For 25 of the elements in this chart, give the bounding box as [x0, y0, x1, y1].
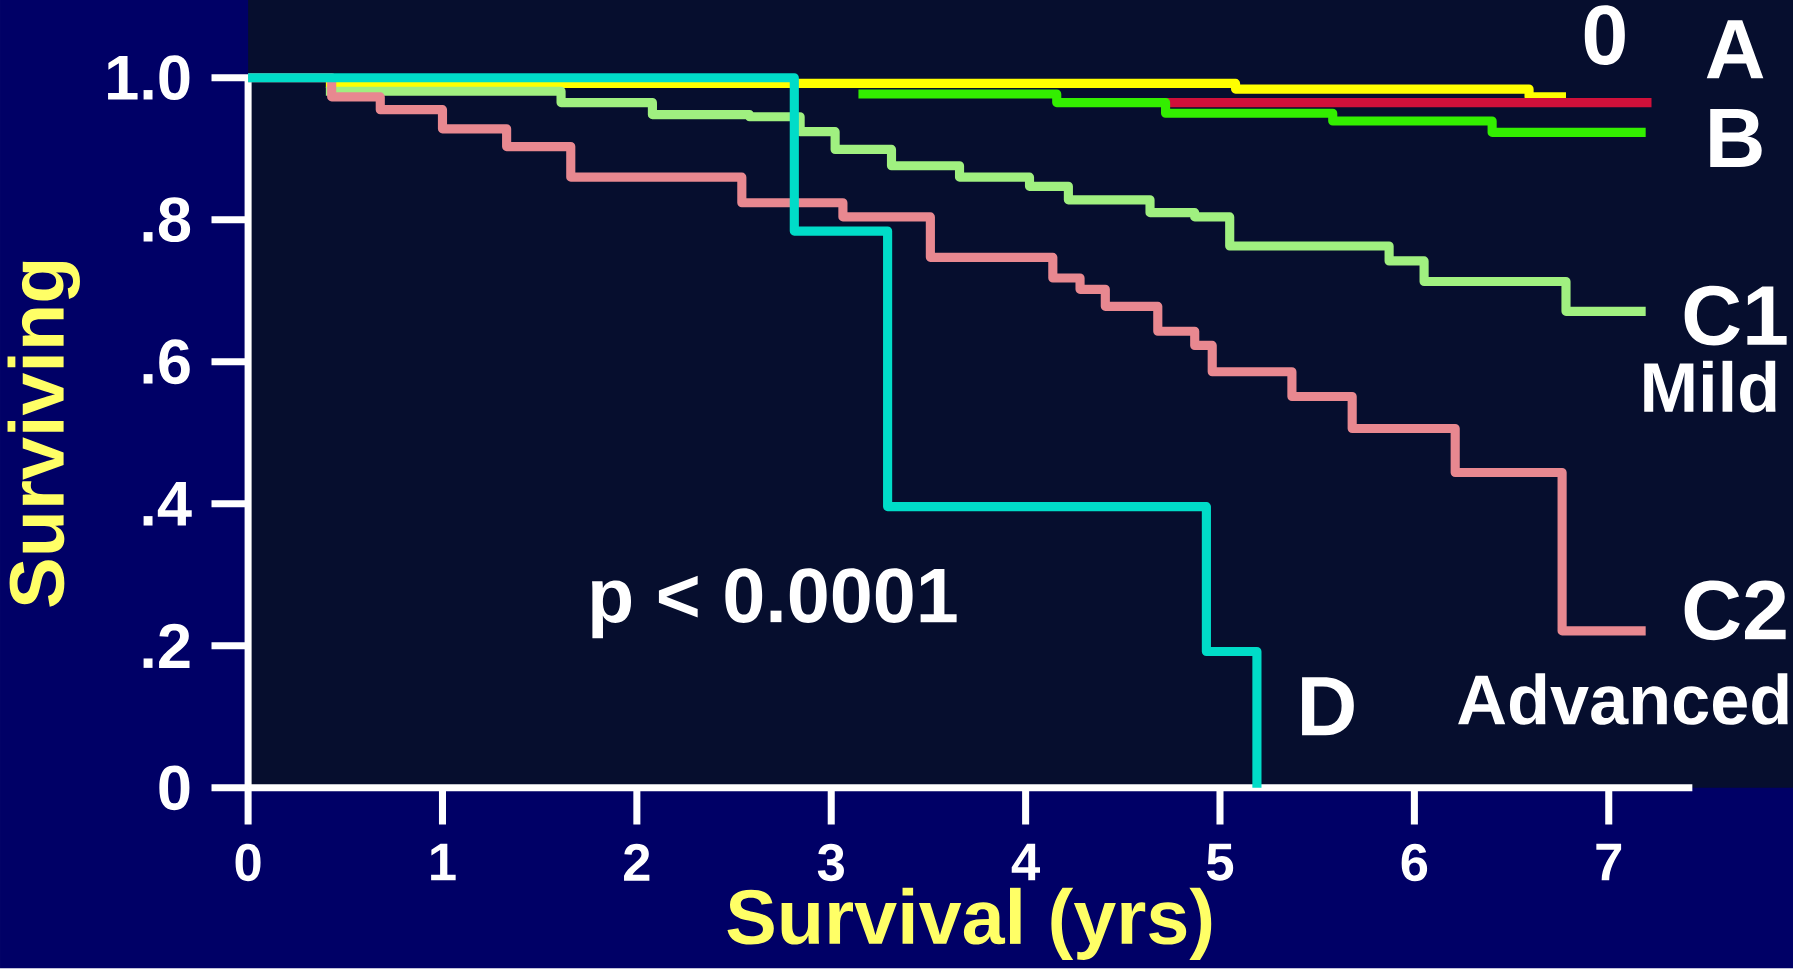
x-tick-label: 4: [1011, 844, 1041, 881]
y-tick-label: .6: [143, 339, 190, 385]
x-tick-label: 1: [431, 844, 456, 881]
x-tick-label: 5: [1206, 844, 1234, 881]
series-label: 0: [1584, 5, 1625, 66]
annotation: Advanced: [1458, 673, 1788, 726]
y-tick-label: .2: [143, 623, 190, 669]
series-label: A: [1706, 20, 1764, 79]
x-tick-label: 0: [235, 844, 261, 882]
x-axis-title: Survival (yrs): [727, 888, 1212, 961]
x-tick-label: 7: [1596, 844, 1622, 881]
series-label: D: [1302, 677, 1354, 736]
y-tick-label: 0: [159, 765, 190, 811]
y-tick-label: .4: [143, 482, 192, 526]
y-axis-title: Surviving: [7, 262, 80, 607]
x-tick-label: 2: [624, 844, 650, 881]
series-label: B: [1710, 109, 1762, 168]
y-tick-label: .8: [143, 197, 191, 243]
x-tick-label: 6: [1401, 844, 1428, 882]
series-label: C2: [1684, 580, 1786, 641]
series-label: C1: [1684, 286, 1787, 346]
y-tick-label: 1.0: [108, 55, 190, 101]
annotation: p < 0.0001: [592, 568, 957, 639]
annotation: Mild: [1644, 361, 1776, 413]
x-tick-label: 3: [817, 844, 844, 882]
